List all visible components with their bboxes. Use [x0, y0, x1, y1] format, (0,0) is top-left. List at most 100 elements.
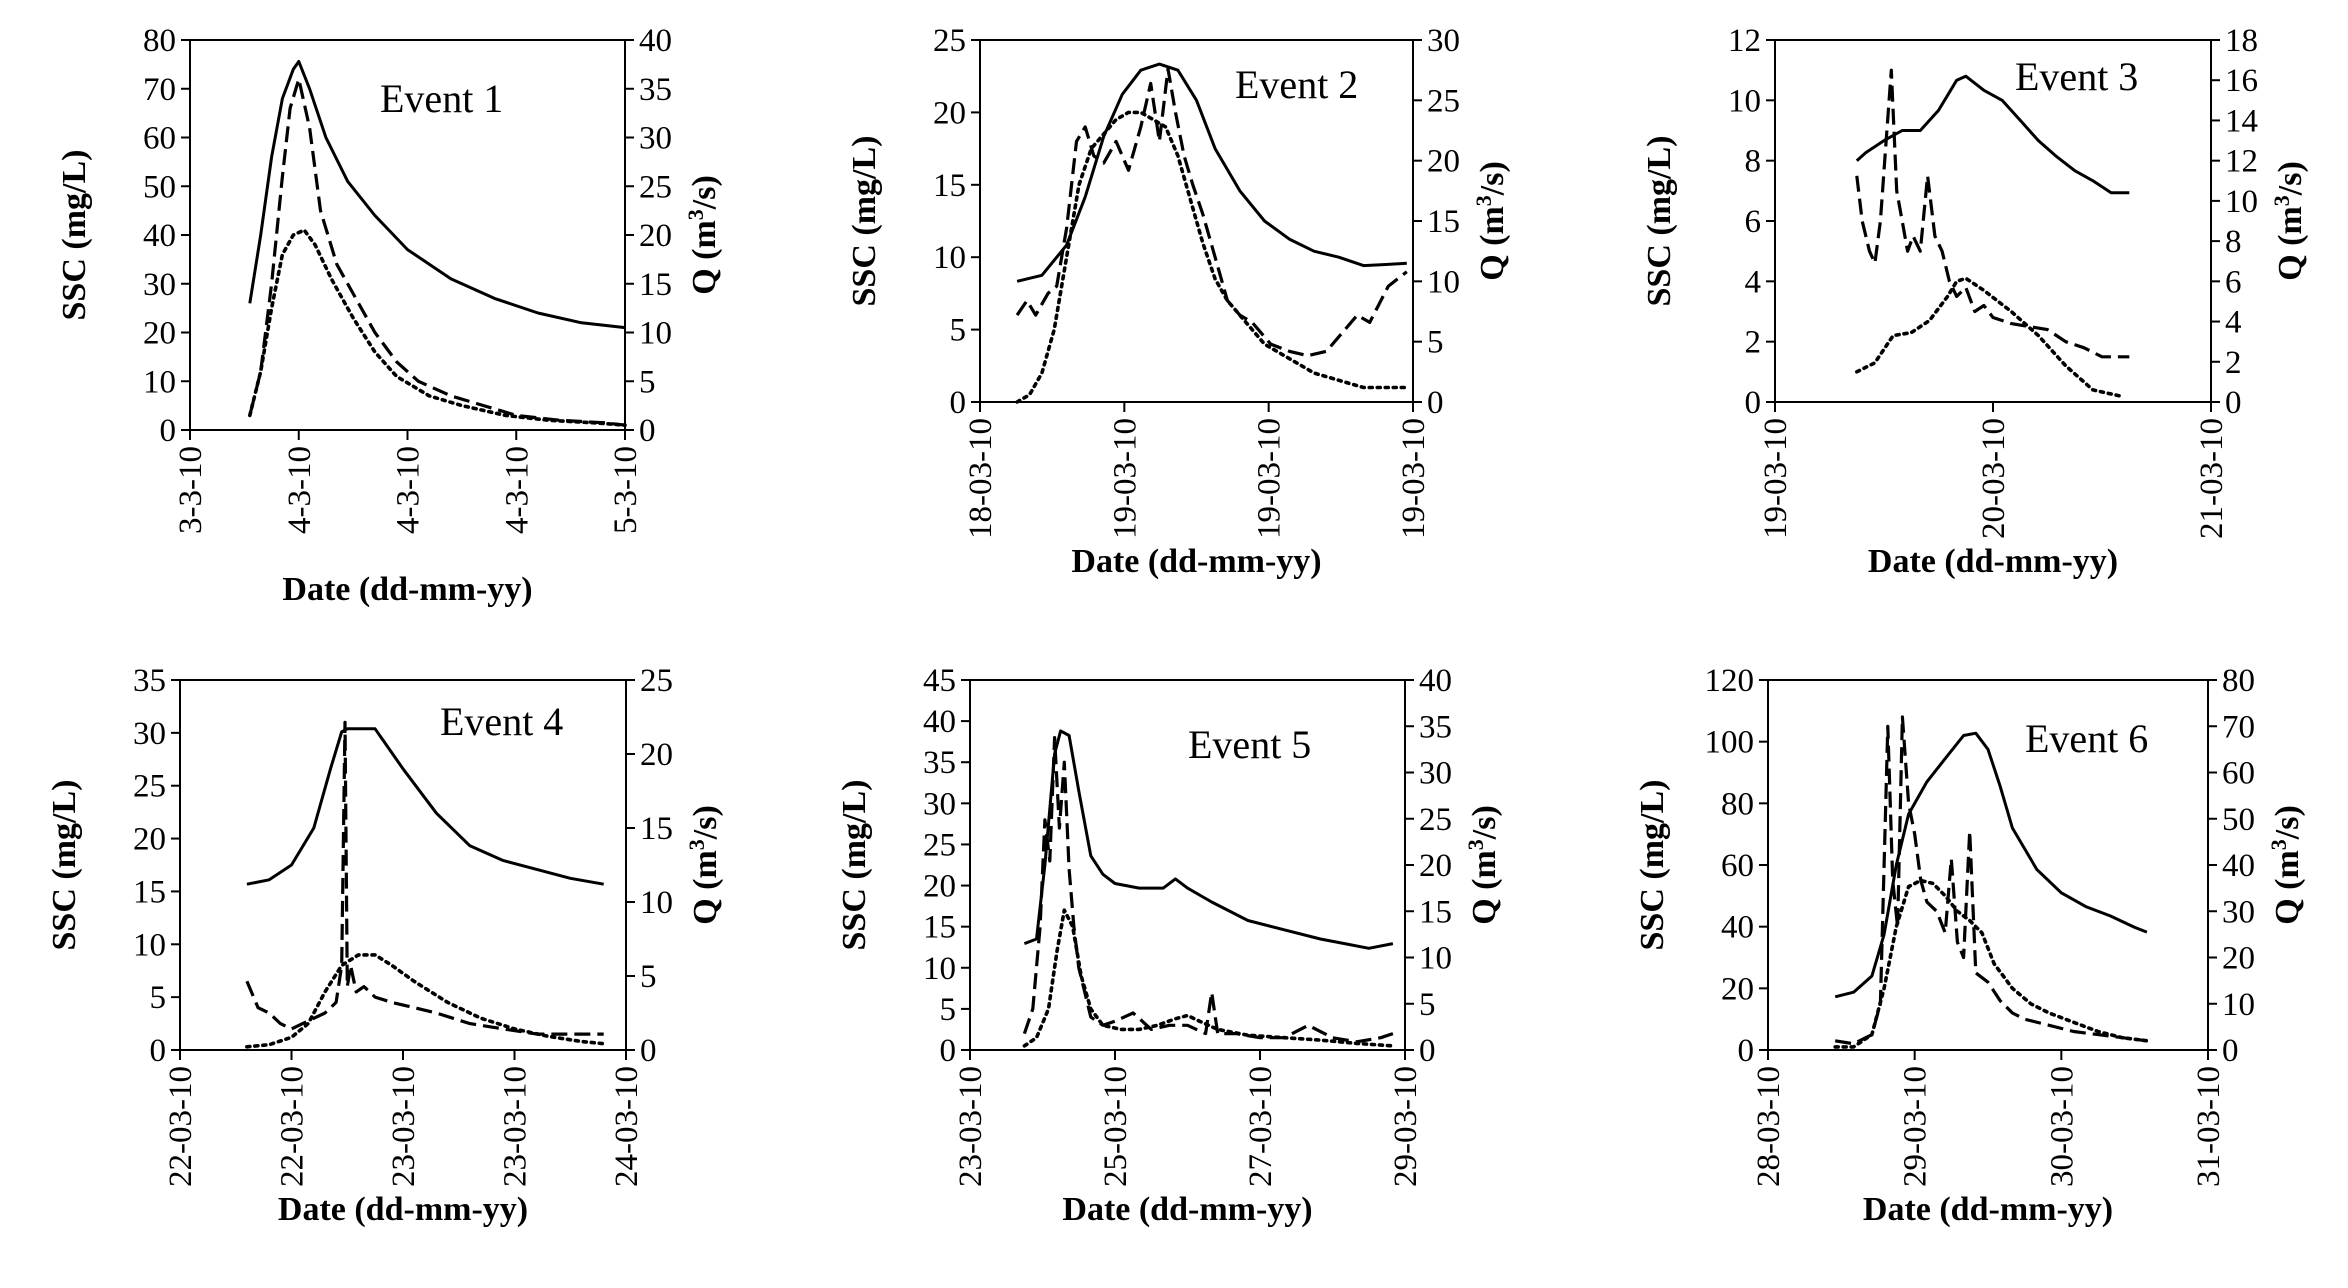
x-tick-label: 23-03-10 [953, 1066, 989, 1187]
left-tick-label: 25 [133, 769, 166, 805]
right-axis-label-part: /s) [1474, 161, 1511, 196]
series-ssc-observed [245, 720, 604, 1036]
right-tick-label: 35 [639, 72, 672, 108]
left-tick-label: 5 [150, 980, 167, 1016]
left-tick-label: 5 [950, 313, 967, 349]
left-tick-label: 50 [143, 169, 176, 205]
x-tick-label: 21-03-10 [2194, 418, 2230, 539]
right-tick-label: 8 [2225, 224, 2242, 260]
right-axis-label: Q (m3/s) [1463, 805, 1503, 925]
left-tick-label: 80 [1721, 786, 1754, 822]
x-tick-label: 23-03-10 [498, 1066, 534, 1187]
left-axis-label: SSC (mg/L) [56, 150, 93, 321]
series-q [1834, 731, 2148, 999]
right-tick-label: 30 [2222, 894, 2255, 930]
right-tick-label: 40 [2222, 848, 2255, 884]
right-axis-label-part: /s) [2272, 161, 2309, 196]
left-tick-label: 20 [133, 822, 166, 858]
right-axis-label-superscript: 3 [684, 839, 709, 850]
left-axis-label: SSC (mg/L) [46, 780, 83, 951]
right-tick-label: 60 [2222, 756, 2255, 792]
chart-event-4: 0 5 10 15 20 25 30 35 0 5 10 15 20 25 22-03-10 22-03-10… [46, 663, 724, 1228]
x-tick-label: 30-03-10 [2044, 1066, 2080, 1187]
right-tick-label: 10 [2225, 184, 2258, 220]
right-tick-label: 70 [2222, 709, 2255, 745]
right-tick-label: 10 [1427, 264, 1460, 300]
right-axis-label-part: Q (m [2269, 850, 2306, 925]
event-title: Event 1 [380, 76, 503, 121]
right-tick-label: 25 [639, 169, 672, 205]
left-tick-label: 35 [923, 745, 956, 781]
event-title: Event 2 [1235, 62, 1358, 107]
left-tick-label: 10 [933, 240, 966, 276]
series-q [246, 727, 604, 886]
left-tick-label: 60 [143, 121, 176, 157]
left-tick-label: 10 [923, 951, 956, 987]
right-tick-label: 15 [640, 811, 673, 847]
right-tick-label: 30 [1427, 23, 1460, 59]
left-tick-label: 20 [143, 316, 176, 352]
left-tick-label: 30 [923, 786, 956, 822]
left-tick-label: 0 [950, 385, 967, 421]
left-axis-label: SSC (mg/L) [1641, 136, 1678, 307]
series-ssc-modeled [248, 228, 627, 427]
right-tick-label: 40 [639, 23, 672, 59]
chart-event-5: 0 5 10 15 20 25 30 35 40 45 0 5 10 15 20 25 30 35 40 23-03-… [836, 663, 1503, 1228]
left-tick-label: 0 [160, 413, 177, 449]
left-tick-label: 120 [1705, 663, 1755, 699]
left-tick-label: 30 [143, 267, 176, 303]
right-axis-label-superscript: 3 [1463, 839, 1488, 850]
left-tick-label: 20 [933, 95, 966, 131]
right-tick-label: 25 [1419, 802, 1452, 838]
x-tick-label: 22-03-10 [275, 1066, 311, 1187]
series-ssc-observed [1834, 715, 2148, 1046]
chart-event-2: 0 5 10 15 20 25 0 5 10 15 20 25 30 18-03-10 19-03-10 19… [846, 23, 1511, 580]
x-tick-label: 20-03-10 [1976, 418, 2012, 539]
right-tick-label: 15 [639, 267, 672, 303]
left-tick-label: 6 [1745, 204, 1762, 240]
right-tick-label: 14 [2225, 103, 2258, 139]
left-axis-label: SSC (mg/L) [836, 780, 873, 951]
right-tick-label: 20 [640, 737, 673, 773]
right-tick-label: 18 [2225, 23, 2258, 59]
series-q [1855, 74, 2130, 195]
right-tick-label: 0 [2222, 1033, 2239, 1069]
right-tick-label: 0 [1419, 1033, 1436, 1069]
right-tick-label: 5 [639, 364, 656, 400]
right-axis-label: Q (m3/s) [1471, 161, 1511, 281]
series-ssc-modeled [1015, 110, 1409, 404]
chart-event-6: 0 20 40 60 80 100 120 0 10 20 30 40 50 60 70 80 28-03-10… [1634, 663, 2306, 1228]
x-tick-label: 29-03-10 [1388, 1066, 1424, 1187]
series-ssc-modeled [1855, 276, 2122, 398]
right-tick-label: 50 [2222, 802, 2255, 838]
left-tick-label: 70 [143, 72, 176, 108]
right-tick-label: 4 [2225, 305, 2242, 341]
left-axis-label: SSC (mg/L) [1634, 780, 1671, 951]
right-axis-label-part: /s) [2269, 805, 2306, 840]
left-tick-label: 5 [940, 992, 957, 1028]
left-tick-label: 15 [133, 874, 166, 910]
right-tick-label: 5 [640, 959, 657, 995]
left-tick-label: 8 [1745, 144, 1762, 180]
right-axis-label: Q (m3/s) [683, 175, 723, 295]
right-axis-label-superscript: 3 [683, 209, 708, 220]
left-tick-label: 35 [133, 663, 166, 699]
left-tick-label: 80 [143, 23, 176, 59]
right-tick-label: 20 [639, 218, 672, 254]
right-axis-label-part: /s) [1466, 805, 1503, 840]
series-q [1016, 62, 1407, 283]
event-title: Event 4 [440, 699, 563, 744]
left-tick-label: 0 [1738, 1033, 1755, 1069]
right-tick-label: 40 [1419, 663, 1452, 699]
left-tick-label: 10 [1728, 83, 1761, 119]
left-tick-label: 15 [923, 910, 956, 946]
left-tick-label: 15 [933, 168, 966, 204]
left-tick-label: 12 [1728, 23, 1761, 59]
left-tick-label: 4 [1745, 264, 1762, 300]
right-tick-label: 35 [1419, 709, 1452, 745]
right-axis-label: Q (m3/s) [684, 805, 724, 925]
right-axis-label-part: /s) [687, 805, 724, 840]
x-tick-label: 27-03-10 [1243, 1066, 1279, 1187]
left-tick-label: 20 [923, 869, 956, 905]
x-tick-label: 24-03-10 [609, 1066, 645, 1187]
